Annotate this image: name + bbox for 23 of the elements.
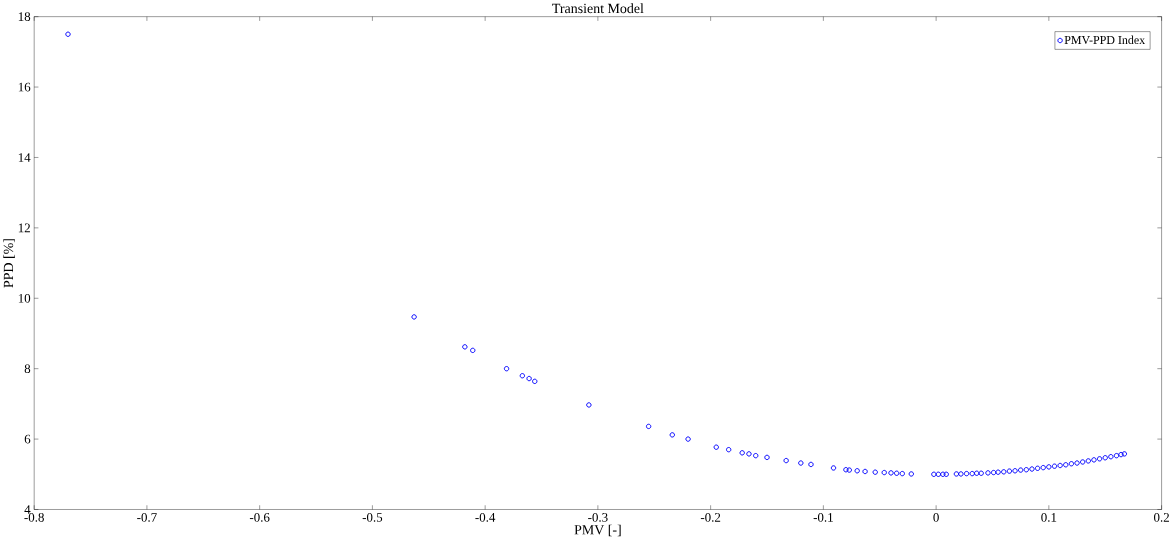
chart-title: Transient Model [552, 3, 644, 14]
x-tick-label: 0.1 [1041, 513, 1057, 523]
x-tick-label: -0.3 [588, 513, 608, 523]
x-tick-label: -0.7 [137, 513, 157, 523]
legend-label: PMV-PPD Index [1064, 35, 1145, 45]
y-axis-title: PPD [%] [3, 239, 15, 288]
x-tick-label: -0.1 [813, 513, 833, 523]
y-tick-label: 6 [24, 434, 31, 444]
y-tick-label: 4 [24, 505, 31, 514]
y-tick-label: 8 [24, 364, 31, 374]
x-tick-label: -0.8 [24, 513, 44, 523]
x-tick-label: -0.6 [249, 513, 270, 523]
y-tick-label: 16 [18, 82, 31, 92]
y-tick-label: 12 [18, 223, 30, 233]
x-tick-label: -0.2 [700, 513, 721, 523]
x-tick-label: -0.5 [362, 513, 383, 523]
y-tick-label: 14 [18, 153, 31, 162]
y-tick-label: 18 [18, 12, 31, 22]
x-tick-label: 0.2 [1154, 513, 1169, 523]
y-tick-label: 10 [18, 294, 31, 303]
x-tick-label: -0.4 [475, 513, 496, 523]
x-tick-label: 0 [933, 513, 939, 522]
x-axis-title: PMV [-] [574, 524, 621, 537]
